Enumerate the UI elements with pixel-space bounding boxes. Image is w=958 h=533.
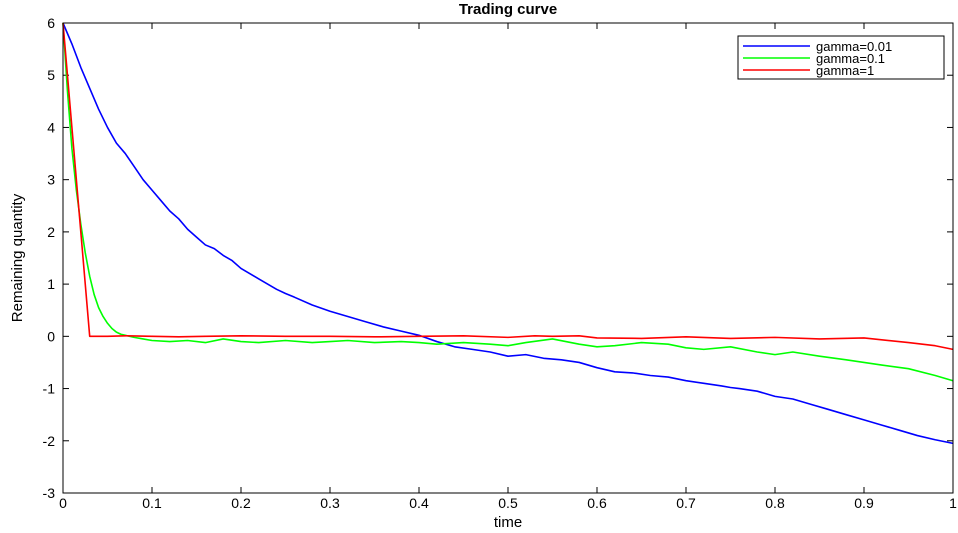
x-tick-label: 0.3	[320, 495, 340, 511]
y-tick-label: 5	[47, 67, 55, 83]
x-tick-label: 0.2	[231, 495, 251, 511]
series-layer	[62, 22, 954, 445]
chart-title: Trading curve	[459, 1, 557, 18]
y-tick-label: 6	[47, 15, 55, 31]
series-line-gamma=1	[62, 22, 954, 351]
x-tick-label: 0.8	[765, 495, 785, 511]
y-tick-label: 1	[47, 276, 55, 292]
y-tick-label: -2	[43, 433, 56, 449]
y-tick-label: 0	[47, 328, 55, 344]
x-tick-label: 0.4	[409, 495, 429, 511]
x-tick-label: 0	[59, 495, 67, 511]
y-tick-label: -1	[43, 381, 56, 397]
x-tick-label: 0.9	[854, 495, 874, 511]
legend-label: gamma=0.01	[816, 39, 892, 54]
axis-ticks	[62, 22, 954, 494]
y-tick-label: -3	[43, 485, 56, 501]
x-tick-label: 0.1	[142, 495, 162, 511]
legend-label: gamma=1	[816, 63, 874, 78]
y-tick-label: 2	[47, 224, 55, 240]
series-line-gamma=0.01	[62, 22, 954, 445]
x-tick-label: 0.5	[498, 495, 518, 511]
y-tick-label: 3	[47, 172, 55, 188]
legend-label: gamma=0.1	[816, 51, 885, 66]
tick-labels: 0 0.1 0.2 0.3 0.4 0.5 0.6 0.7 0.8 0.9 1 -3 -2 -1 0 1 2 3 4…	[43, 15, 958, 511]
x-tick-label: 0.7	[676, 495, 696, 511]
series-line-gamma=0.1	[62, 22, 954, 382]
plot-frame	[62, 22, 954, 494]
x-axis-label: time	[494, 514, 522, 531]
x-tick-label: 0.6	[587, 495, 607, 511]
x-tick-label: 1	[949, 495, 957, 511]
y-axis-label: Remaining quantity	[9, 193, 26, 322]
y-tick-label: 4	[47, 119, 55, 135]
